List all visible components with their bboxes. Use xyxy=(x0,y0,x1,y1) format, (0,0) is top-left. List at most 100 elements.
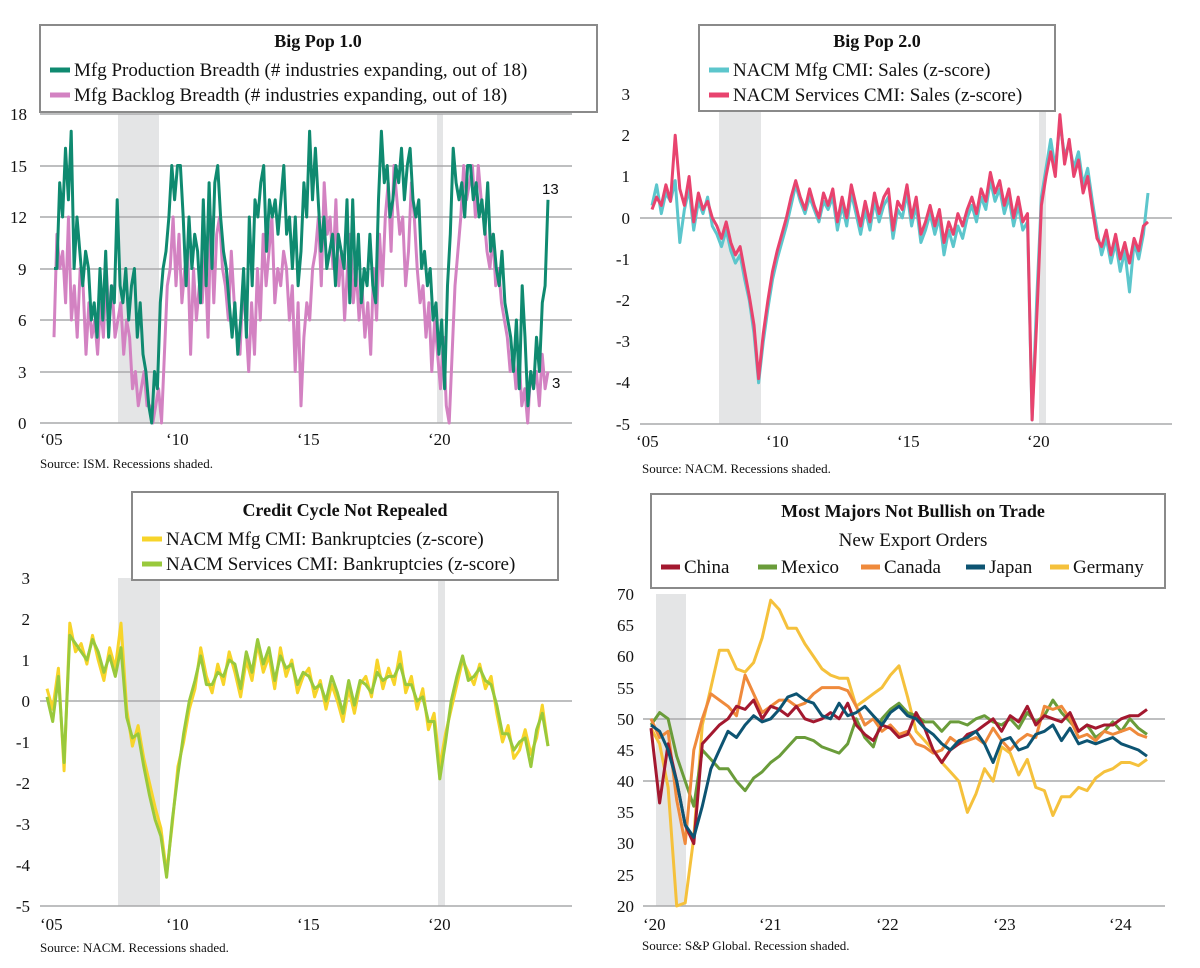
chart-title: Big Pop 2.0 xyxy=(833,31,921,51)
x-tick-label: ‘20 xyxy=(643,915,666,934)
legend-label: Mfg Production Breadth (# industries exp… xyxy=(74,60,527,81)
x-tick-label: ‘15 xyxy=(897,432,920,451)
y-tick-label: 30 xyxy=(617,834,634,853)
legend-label: China xyxy=(684,557,730,578)
y-tick-label: 18 xyxy=(10,105,27,124)
y-axis: 70 65 60 55 50 45 40 35 30 25 20 xyxy=(617,585,634,916)
y-tick-label: -4 xyxy=(616,373,631,392)
y-tick-label: 20 xyxy=(617,897,634,916)
legend-box: Most Majors Not Bullish on Trade New Exp… xyxy=(650,493,1166,589)
x-tick-label: ‘10 xyxy=(166,430,189,449)
series-line-services-sales xyxy=(650,113,1149,422)
x-tick-label: ‘20 xyxy=(428,915,451,934)
y-axis: 3 2 1 0 -1 -2 -3 -4 -5 xyxy=(16,569,31,916)
y-tick-label: 70 xyxy=(617,585,634,604)
y-tick-label: -1 xyxy=(16,733,30,752)
x-axis: ‘20 ‘21 ‘22 ‘23 ‘24 xyxy=(643,915,1132,934)
end-label-production: 13 xyxy=(542,181,559,198)
y-tick-label: 3 xyxy=(22,569,31,588)
x-tick-label: ‘22 xyxy=(876,915,899,934)
series-line-production xyxy=(54,129,550,425)
y-tick-label: -5 xyxy=(16,897,30,916)
x-tick-label: ‘10 xyxy=(166,915,189,934)
y-tick-label: 40 xyxy=(617,772,634,791)
y-tick-label: 55 xyxy=(617,679,634,698)
x-tick-label: ‘15 xyxy=(297,915,320,934)
series-line-japan xyxy=(650,692,1148,839)
legend-box: Big Pop 1.0 Mfg Production Breadth (# in… xyxy=(39,24,598,113)
end-label-backlog: 3 xyxy=(552,375,560,392)
chart-title: Most Majors Not Bullish on Trade xyxy=(781,501,1045,521)
source-note: Source: S&P Global. Recession shaded. xyxy=(642,938,850,953)
y-tick-label: 12 xyxy=(10,208,27,227)
x-tick-label: ‘20 xyxy=(1027,432,1050,451)
source-note: Source: ISM. Recessions shaded. xyxy=(40,456,213,471)
y-tick-label: -4 xyxy=(16,856,31,875)
x-axis: ‘05 ‘10 ‘15 ‘20 xyxy=(40,915,451,934)
series-line-canada xyxy=(649,673,1148,846)
x-tick-label: ‘24 xyxy=(1109,915,1132,934)
y-tick-label: 0 xyxy=(22,692,31,711)
x-axis: ‘05 ‘10 ‘15 ‘20 xyxy=(40,430,451,449)
y-tick-label: -3 xyxy=(16,815,30,834)
y-tick-label: 2 xyxy=(622,126,631,145)
legend-label: NACM Services CMI: Bankruptcies (z-score… xyxy=(166,554,515,575)
x-tick-label: ‘05 xyxy=(636,432,659,451)
x-tick-label: ‘20 xyxy=(428,430,451,449)
x-tick-label: ‘23 xyxy=(993,915,1016,934)
y-tick-label: 45 xyxy=(617,741,634,760)
y-tick-label: 9 xyxy=(18,260,27,279)
panel-big-pop-2: 3 2 1 0 -1 -2 -3 -4 -5 ‘05 ‘10 ‘15 ‘20 S… xyxy=(616,24,1172,476)
legend-box: Credit Cycle Not Repealed NACM Mfg CMI: … xyxy=(131,491,559,581)
legend-label: Japan xyxy=(989,557,1033,578)
legend-box: Big Pop 2.0 NACM Mfg CMI: Sales (z-score… xyxy=(698,24,1056,112)
panel-credit-cycle: 3 2 1 0 -1 -2 -3 -4 -5 ‘05 ‘10 ‘15 ‘20 S… xyxy=(16,491,572,955)
y-tick-label: 1 xyxy=(22,651,31,670)
y-axis: 3 2 1 0 -1 -2 -3 -4 -5 xyxy=(616,85,631,434)
series-line-services-bankruptcies xyxy=(45,633,550,879)
y-tick-label: 65 xyxy=(617,616,634,635)
y-tick-label: 15 xyxy=(10,157,27,176)
legend-label: NACM Mfg CMI: Bankruptcies (z-score) xyxy=(166,529,484,550)
y-tick-label: 1 xyxy=(622,167,631,186)
y-tick-label: 0 xyxy=(622,209,631,228)
y-tick-label: 25 xyxy=(617,866,634,885)
panel-big-pop-1: 18 15 12 9 6 3 0 ‘05 ‘10 ‘15 ‘20 13 3 So… xyxy=(10,24,598,471)
y-axis: 18 15 12 9 6 3 0 xyxy=(10,105,27,433)
y-tick-label: -1 xyxy=(616,250,630,269)
panel-export-orders: 70 65 60 55 50 45 40 35 30 25 20 ‘20 ‘21… xyxy=(617,493,1166,953)
legend-label: NACM Mfg CMI: Sales (z-score) xyxy=(733,60,991,81)
x-tick-label: ‘15 xyxy=(297,430,320,449)
recession-band xyxy=(438,578,445,906)
y-tick-label: 50 xyxy=(617,710,634,729)
y-tick-label: 6 xyxy=(18,311,27,330)
chart-title: Big Pop 1.0 xyxy=(274,31,362,51)
x-axis: ‘05 ‘10 ‘15 ‘20 xyxy=(636,432,1050,451)
legend-label: Canada xyxy=(884,557,942,578)
source-note: Source: NACM. Recessions shaded. xyxy=(40,940,229,955)
x-tick-label: ‘05 xyxy=(40,915,63,934)
legend-label: Mexico xyxy=(781,557,839,578)
y-tick-label: 2 xyxy=(22,610,31,629)
y-tick-label: -3 xyxy=(616,332,630,351)
y-tick-label: -5 xyxy=(616,415,630,434)
series-line-mexico xyxy=(649,698,1148,808)
recession-band xyxy=(1039,94,1046,424)
x-tick-label: ‘05 xyxy=(40,430,63,449)
y-tick-label: -2 xyxy=(16,774,30,793)
series-line-germany xyxy=(649,598,1148,908)
y-tick-label: -2 xyxy=(616,291,630,310)
chart-title: Credit Cycle Not Repealed xyxy=(242,500,447,520)
legend-label: Germany xyxy=(1073,557,1144,578)
y-tick-label: 0 xyxy=(18,414,27,433)
legend-label: Mfg Backlog Breadth (# industries expand… xyxy=(74,85,507,106)
x-tick-label: ‘10 xyxy=(766,432,789,451)
y-tick-label: 3 xyxy=(622,85,631,104)
x-tick-label: ‘21 xyxy=(759,915,782,934)
series-line-china xyxy=(649,698,1148,846)
y-tick-label: 35 xyxy=(617,803,634,822)
y-tick-label: 3 xyxy=(18,363,27,382)
y-tick-label: 60 xyxy=(617,647,634,666)
legend-label: NACM Services CMI: Sales (z-score) xyxy=(733,85,1022,106)
chart-subtitle: New Export Orders xyxy=(839,530,988,551)
